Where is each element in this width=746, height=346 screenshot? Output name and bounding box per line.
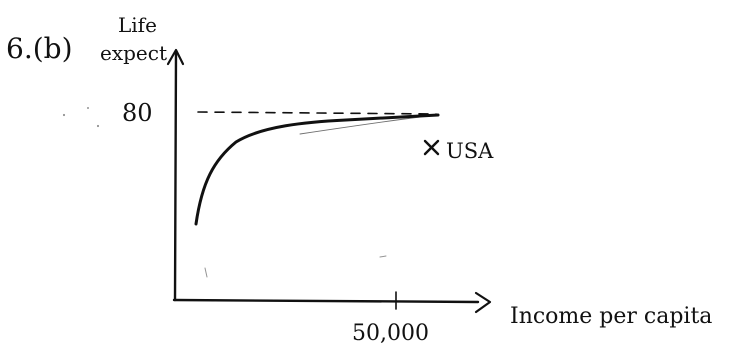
x-axis-arrowhead xyxy=(474,291,492,314)
usa-point-marker xyxy=(423,139,440,156)
y-axis-label-line-1: Life xyxy=(118,13,157,37)
life-expectancy-curve xyxy=(194,113,440,226)
stray-marks xyxy=(62,107,387,278)
usa-label: USA xyxy=(446,139,494,163)
x-axis xyxy=(172,298,480,304)
problem-label: 6.(b) xyxy=(6,32,73,65)
y-axis xyxy=(173,50,178,302)
x-reference-value: 50,000 xyxy=(352,321,429,346)
y-axis-label-line-2: expect xyxy=(100,41,167,65)
y-axis-arrowhead xyxy=(166,48,185,66)
x-axis-label: Income per capita xyxy=(510,304,712,329)
y-reference-dashed-line xyxy=(197,111,437,115)
y-reference-value: 80 xyxy=(122,99,153,127)
curve-end-stroke xyxy=(299,116,421,135)
